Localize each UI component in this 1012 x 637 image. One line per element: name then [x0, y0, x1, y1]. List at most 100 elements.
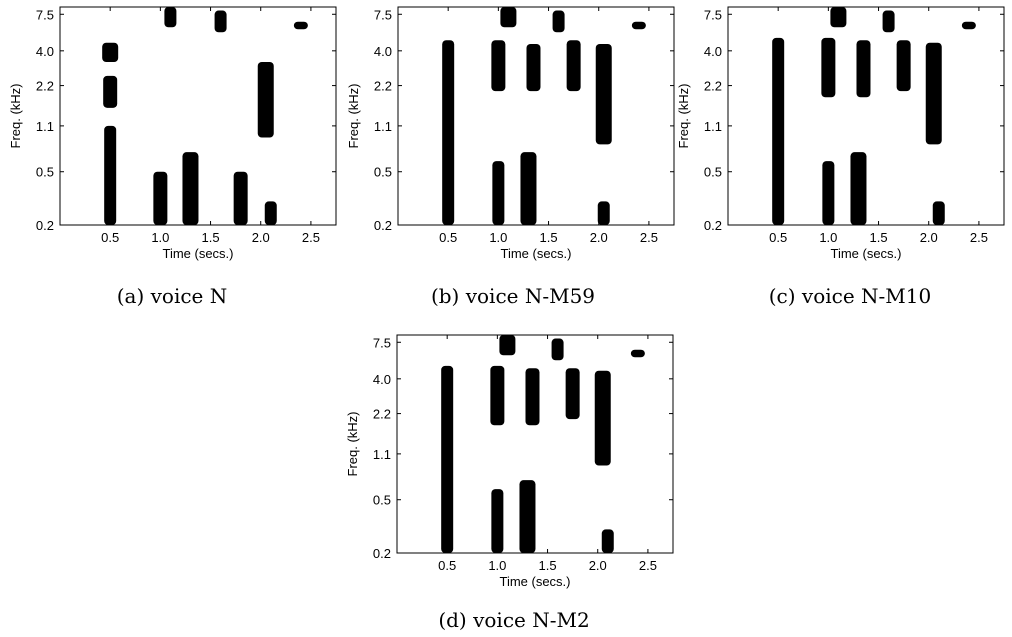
energy-region: [601, 529, 614, 553]
x-tick-label: 1.5: [202, 230, 220, 245]
y-tick-label: 0.2: [36, 218, 54, 233]
spectrogram-d: 0.5 1.0 1.5 2.0 2.5 0.2 0.5 1.1 2.2 4.0 7.5 Time (s…: [345, 334, 674, 589]
x-tick-label: 1.0: [489, 230, 507, 245]
spectrogram-c: 0.5 1.0 1.5 2.0 2.5 0.2 0.5 1.1 2.2 4.0 7.5 Time (s…: [676, 6, 1005, 261]
energy-region: [102, 42, 119, 63]
energy-region: [492, 161, 505, 225]
energy-region: [499, 335, 516, 356]
energy-region: [293, 21, 308, 30]
energy-region: [491, 40, 506, 92]
x-axis-label: Time (secs.): [830, 246, 901, 261]
energy-region: [442, 40, 455, 225]
spectrogram-b: 0.5 1.0 1.5 2.0 2.5 0.2 0.5 1.1 2.2 4.0 7.5 Time (s…: [346, 6, 675, 261]
x-tick-label: 2.5: [639, 558, 657, 573]
energy-region: [630, 349, 645, 358]
spectrogram-panel-c: 0.5 1.0 1.5 2.0 2.5 0.2 0.5 1.1 2.2 4.0 7.5 Time (s…: [668, 0, 1008, 270]
energy-region: [214, 10, 227, 33]
y-tick-label: 0.2: [373, 546, 391, 561]
x-tick-label: 2.0: [252, 230, 270, 245]
x-tick-label: 0.5: [439, 230, 457, 245]
y-tick-label: 2.2: [704, 79, 722, 94]
energy-region: [551, 338, 564, 361]
energy-region: [526, 43, 541, 92]
energy-region: [631, 21, 646, 30]
energy-region: [597, 201, 610, 225]
x-axis-label: Time (secs.): [500, 246, 571, 261]
x-tick-label: 1.5: [870, 230, 888, 245]
energy-region: [856, 40, 871, 98]
y-tick-label: 7.5: [373, 335, 391, 350]
energy-region: [822, 161, 835, 225]
energy-region: [103, 75, 118, 108]
x-tick-label: 1.0: [488, 558, 506, 573]
spectrogram-a: 0.5 1.0 1.5 2.0 2.5 0.2 0.5 1.1 2.2 4.0 7.5 Time (s…: [8, 6, 337, 261]
y-tick-label: 7.5: [704, 7, 722, 22]
energy-region: [932, 201, 945, 225]
energy-region: [594, 370, 611, 466]
y-tick-label: 7.5: [374, 7, 392, 22]
y-tick-label: 4.0: [704, 44, 722, 59]
energy-region: [441, 365, 454, 553]
x-axis-label: Time (secs.): [499, 574, 570, 589]
plot-frame: [59, 6, 337, 226]
plot-frame: [397, 6, 675, 226]
y-axis-label: Freq. (kHz): [676, 84, 691, 149]
energy-regions: [102, 7, 308, 225]
y-tick-label: 1.1: [36, 119, 54, 134]
x-axis-label: Time (secs.): [162, 246, 233, 261]
spectrogram-panel-b: 0.5 1.0 1.5 2.0 2.5 0.2 0.5 1.1 2.2 4.0 7.5 Time (s…: [338, 0, 678, 270]
energy-region: [525, 368, 540, 426]
energy-regions: [442, 7, 646, 225]
energy-region: [882, 10, 895, 33]
y-axis-label: Freq. (kHz): [345, 412, 360, 477]
energy-region: [850, 152, 867, 225]
energy-region: [153, 171, 168, 225]
energy-region: [519, 480, 536, 553]
y-tick-label: 0.5: [373, 493, 391, 508]
x-tick-label: 1.0: [819, 230, 837, 245]
x-tick-label: 1.0: [151, 230, 169, 245]
energy-region: [491, 489, 504, 553]
y-axis-label: Freq. (kHz): [346, 84, 361, 149]
energy-regions: [772, 7, 976, 225]
energy-region: [821, 37, 836, 98]
energy-region: [595, 43, 612, 145]
x-tick-label: 0.5: [438, 558, 456, 573]
x-tick-label: 0.5: [101, 230, 119, 245]
energy-region: [257, 62, 274, 138]
y-tick-label: 4.0: [374, 44, 392, 59]
energy-region: [164, 7, 177, 28]
x-tick-label: 1.5: [540, 230, 558, 245]
y-tick-label: 0.2: [704, 218, 722, 233]
energy-region: [104, 125, 117, 225]
energy-region: [520, 152, 537, 225]
energy-region: [896, 40, 911, 92]
y-tick-label: 7.5: [36, 7, 54, 22]
x-tick-label: 2.0: [590, 230, 608, 245]
y-tick-label: 0.2: [374, 218, 392, 233]
energy-region: [233, 171, 248, 225]
energy-region: [772, 37, 785, 225]
energy-regions: [441, 335, 645, 553]
caption-a: (a) voice N: [116, 284, 228, 308]
energy-region: [182, 152, 199, 225]
energy-region: [925, 42, 942, 145]
y-tick-label: 0.5: [374, 165, 392, 180]
x-tick-label: 2.0: [920, 230, 938, 245]
spectrogram-panel-d: 0.5 1.0 1.5 2.0 2.5 0.2 0.5 1.1 2.2 4.0 7.5 Time (s…: [337, 328, 677, 598]
plot-frame: [727, 6, 1005, 226]
energy-region: [566, 40, 581, 92]
y-tick-label: 4.0: [36, 44, 54, 59]
x-tick-label: 2.5: [970, 230, 988, 245]
caption-b: (b) voice N-M59: [430, 284, 596, 308]
x-tick-label: 2.5: [640, 230, 658, 245]
y-tick-label: 2.2: [373, 407, 391, 422]
spectrogram-panel-a: 0.5 1.0 1.5 2.0 2.5 0.2 0.5 1.1 2.2 4.0 7.5 Time (s…: [0, 0, 340, 270]
energy-region: [490, 365, 505, 426]
caption-d: (d) voice N-M2: [438, 608, 590, 632]
energy-region: [830, 7, 847, 28]
energy-region: [552, 10, 565, 33]
x-tick-label: 2.5: [302, 230, 320, 245]
x-tick-label: 2.0: [589, 558, 607, 573]
y-tick-label: 4.0: [373, 372, 391, 387]
